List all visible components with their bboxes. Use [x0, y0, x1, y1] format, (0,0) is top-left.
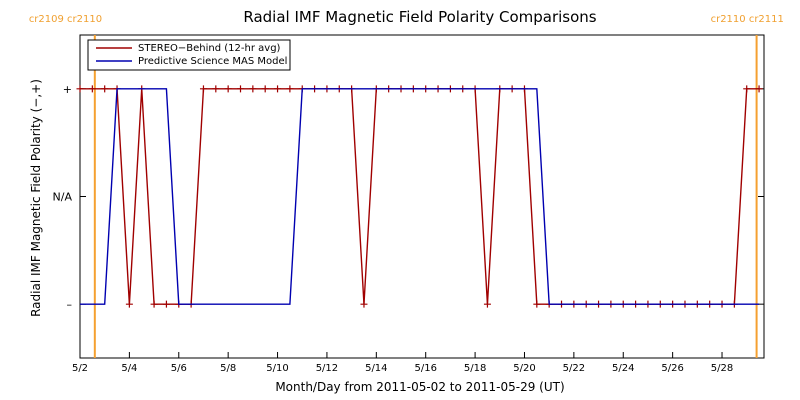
- data-point-marker: [224, 85, 232, 93]
- y-tick-label: –: [67, 298, 73, 311]
- data-point-marker: [125, 300, 133, 308]
- data-point-marker: [101, 85, 109, 93]
- data-point-marker: [274, 85, 282, 93]
- data-point-marker: [261, 85, 269, 93]
- legend-label-mas: Predictive Science MAS Model: [138, 56, 287, 67]
- legend: STEREO−Behind (12-hr avg) Predictive Sci…: [87, 39, 291, 71]
- data-point-marker: [199, 85, 207, 93]
- x-tick-label: 5/24: [612, 363, 634, 374]
- data-point-marker: [88, 85, 96, 93]
- x-axis-label: Month/Day from 2011-05-02 to 2011-05-29 …: [275, 380, 564, 394]
- x-tick-label: 5/12: [316, 363, 338, 374]
- data-point-marker: [249, 85, 257, 93]
- x-tick-label: 5/8: [220, 363, 236, 374]
- x-tick-label: 5/18: [464, 363, 486, 374]
- x-tick-label: 5/4: [121, 363, 137, 374]
- data-point-marker: [533, 300, 541, 308]
- plot-frame: [79, 34, 765, 359]
- data-point-marker: [743, 85, 751, 93]
- x-tick-label: 5/14: [365, 363, 387, 374]
- data-point-marker: [286, 85, 294, 93]
- data-point-marker: [212, 85, 220, 93]
- x-tick-label: 5/28: [711, 363, 733, 374]
- data-point-marker: [150, 300, 158, 308]
- legend-box: [87, 39, 291, 71]
- x-tick-label: 5/26: [661, 363, 683, 374]
- series-line-1: [80, 88, 760, 305]
- series-line-0: [80, 88, 760, 305]
- y-tick-label: +: [63, 83, 72, 96]
- data-point-marker: [755, 85, 763, 93]
- x-tick-label: 5/10: [266, 363, 288, 374]
- axis-ticks: 5/2 5/4 5/6 5/8 5/10 5/12 5/14 5/16 5/18 5/20 5/22…: [53, 83, 764, 374]
- series-layer: [76, 85, 763, 308]
- data-point-marker: [76, 85, 84, 93]
- data-point-marker: [483, 300, 491, 308]
- carrington-marker-label: cr2110 cr2111: [711, 14, 784, 25]
- x-tick-label: 5/2: [72, 363, 88, 374]
- x-tick-label: 5/6: [171, 363, 187, 374]
- x-tick-label: 5/22: [563, 363, 585, 374]
- data-point-marker: [360, 300, 368, 308]
- y-tick-label: N/A: [53, 191, 73, 204]
- x-tick-label: 5/16: [414, 363, 436, 374]
- legend-label-stereo: STEREO−Behind (12-hr avg): [138, 43, 281, 54]
- data-point-marker: [237, 85, 245, 93]
- y-axis-label: Radial IMF Magnetic Field Polarity (−,+): [29, 79, 43, 317]
- data-point-marker: [162, 300, 170, 308]
- carrington-marker-label: cr2109 cr2110: [29, 14, 102, 25]
- chart-title: Radial IMF Magnetic Field Polarity Compa…: [243, 8, 596, 26]
- x-tick-label: 5/20: [513, 363, 535, 374]
